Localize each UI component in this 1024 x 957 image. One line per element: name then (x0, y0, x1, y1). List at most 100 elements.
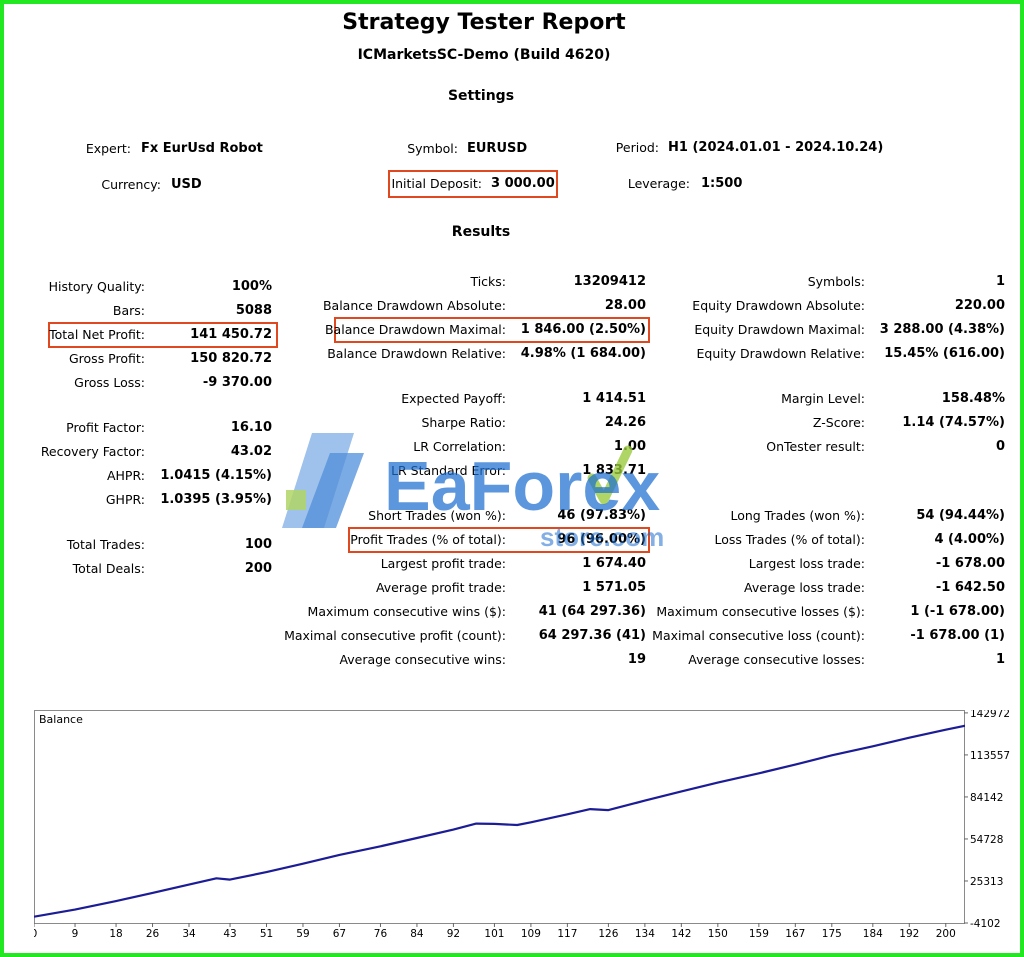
col1-value-0: 100% (231, 279, 272, 294)
profit-trades-highlight-box (348, 527, 650, 553)
col3-label-0: Symbols: (807, 274, 865, 289)
col2-value-12: 41 (64 297.36) (538, 604, 646, 619)
x-tick-label-2: 18 (109, 928, 122, 940)
col2-value-2: 1 846.00 (2.50%) (520, 322, 646, 337)
col2-label-8: Short Trades (won %): (368, 508, 506, 523)
x-tick-label-14: 117 (557, 928, 577, 940)
col1-label-7: AHPR: (106, 468, 145, 483)
col1-label-5: Profit Factor: (66, 420, 145, 435)
expert-label: Expert: (85, 141, 131, 156)
col1-value-10: 200 (244, 561, 272, 576)
x-tick-label-13: 109 (521, 928, 541, 940)
x-tick-label-7: 59 (296, 928, 309, 940)
col3-label-11: Maximum consecutive losses ($): (656, 604, 865, 619)
col1-value-1: 5088 (235, 303, 272, 318)
x-tick-label-5: 43 (223, 928, 236, 940)
col3-value-2: 3 288.00 (4.38%) (879, 322, 1005, 337)
col2-label-2: Balance Drawdown Maximal: (324, 322, 506, 337)
col2-label-1: Balance Drawdown Absolute: (322, 298, 506, 313)
col2-label-0: Ticks: (470, 274, 506, 289)
col3-label-2: Equity Drawdown Maximal: (694, 322, 865, 337)
col2-label-3: Balance Drawdown Relative: (327, 346, 506, 361)
col3-value-6: 0 (995, 439, 1005, 454)
col1-value-4: -9 370.00 (202, 375, 272, 390)
col3-value-10: -1 642.50 (935, 580, 1005, 595)
col2-label-6: LR Correlation: (413, 439, 506, 454)
col2-label-14: Average consecutive wins: (339, 652, 506, 667)
col2-label-9: Profit Trades (% of total): (350, 532, 506, 547)
col2-value-11: 1 571.05 (582, 580, 646, 595)
col1-value-6: 43.02 (230, 444, 272, 459)
col1-label-3: Gross Profit: (68, 351, 145, 366)
col2-value-13: 64 297.36 (41) (538, 628, 646, 643)
balance-series-line-0 (34, 724, 965, 918)
col1-label-6: Recovery Factor: (40, 444, 145, 459)
col3-label-12: Maximal consecutive loss (count): (652, 628, 865, 643)
expert-value: Fx EurUsd Robot (141, 141, 263, 156)
balance-drawdown-highlight-box (334, 317, 650, 343)
y-tick-label-5: 142972 (970, 710, 1010, 720)
col1-value-9: 100 (244, 537, 272, 552)
col2-value-0: 13209412 (573, 274, 646, 289)
chart-plot-area (34, 710, 965, 924)
y-tick-label-1: 25313 (970, 876, 1003, 888)
x-tick-label-9: 76 (374, 928, 388, 940)
col1-value-2: 141 450.72 (190, 327, 272, 342)
col3-value-1: 220.00 (954, 298, 1005, 313)
col3-value-7: 54 (94.44%) (916, 508, 1005, 523)
col3-value-4: 158.48% (941, 391, 1005, 406)
col1-value-8: 1.0395 (3.95%) (160, 492, 272, 507)
col2-label-7: LR Standard Error: (391, 463, 506, 478)
net-profit-highlight-box (48, 322, 278, 348)
col2-value-4: 1 414.51 (582, 391, 646, 406)
chart-title: Balance (39, 713, 83, 726)
col2-value-14: 19 (627, 652, 646, 667)
col3-label-9: Largest loss trade: (748, 556, 865, 571)
symbol-value: EURUSD (467, 141, 528, 156)
col1-value-5: 16.10 (230, 420, 272, 435)
col1-label-9: Total Trades: (66, 537, 145, 552)
col3-value-5: 1.14 (74.57%) (902, 415, 1005, 430)
deposit-value: 3 000.00 (491, 176, 555, 191)
x-tick-label-17: 142 (671, 928, 691, 940)
x-tick-label-19: 159 (749, 928, 769, 940)
settings-heading: Settings (447, 88, 515, 104)
x-tick-label-24: 200 (936, 928, 956, 940)
col2-label-4: Expected Payoff: (401, 391, 506, 406)
col3-label-5: Z-Score: (812, 415, 865, 430)
col2-value-3: 4.98% (1 684.00) (520, 346, 646, 361)
server-build: ICMarketsSC-Demo (Build 4620) (357, 47, 611, 63)
col3-label-3: Equity Drawdown Relative: (696, 346, 865, 361)
y-tick-label-3: 84142 (970, 792, 1003, 804)
col1-label-0: History Quality: (48, 279, 145, 294)
col2-value-6: 1.00 (613, 439, 646, 454)
period-value: H1 (2024.01.01 - 2024.10.24) (668, 140, 884, 155)
col2-value-1: 28.00 (604, 298, 646, 313)
col3-value-13: 1 (995, 652, 1005, 667)
col3-label-6: OnTester result: (766, 439, 865, 454)
col3-label-1: Equity Drawdown Absolute: (692, 298, 865, 313)
col3-value-11: 1 (-1 678.00) (910, 604, 1005, 619)
col2-label-12: Maximum consecutive wins ($): (307, 604, 506, 619)
x-tick-label-12: 101 (484, 928, 504, 940)
col3-label-7: Long Trades (won %): (730, 508, 865, 523)
col2-label-11: Average profit trade: (375, 580, 506, 595)
x-tick-label-18: 150 (708, 928, 728, 940)
col3-value-9: -1 678.00 (935, 556, 1005, 571)
col3-value-3: 15.45% (616.00) (884, 346, 1005, 361)
x-tick-label-3: 26 (146, 928, 160, 940)
col3-value-0: 1 (995, 274, 1005, 289)
period-label: Period: (615, 140, 659, 155)
x-tick-label-20: 167 (785, 928, 805, 940)
results-heading: Results (451, 224, 511, 240)
col2-value-9: 96 (96.00%) (557, 532, 646, 547)
x-tick-label-10: 84 (410, 928, 424, 940)
balance-chart: Balance 0 9 18 26 34 43 51 59 67 76 84 92 101 109 117 12… (34, 710, 1014, 945)
currency-value: USD (171, 177, 202, 192)
deposit-label: Initial Deposit: (391, 176, 482, 191)
col2-label-5: Sharpe Ratio: (421, 415, 506, 430)
col1-label-2: Total Net Profit: (49, 327, 145, 342)
symbol-label: Symbol: (407, 141, 458, 156)
x-tick-label-21: 175 (822, 928, 842, 940)
x-tick-label-4: 34 (182, 928, 196, 940)
